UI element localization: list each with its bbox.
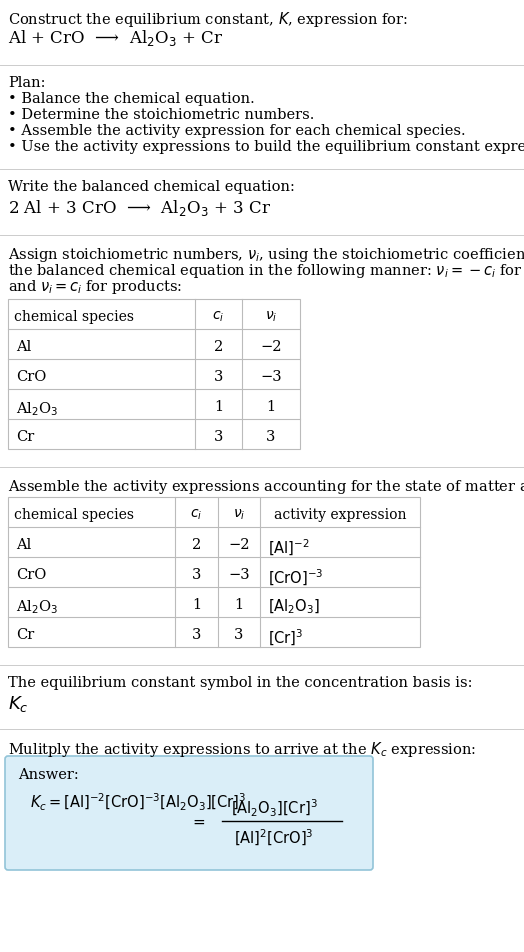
Text: 2: 2 — [192, 538, 201, 551]
Text: Construct the equilibrium constant, $K$, expression for:: Construct the equilibrium constant, $K$,… — [8, 10, 408, 29]
Text: 1: 1 — [214, 400, 223, 413]
Text: $=$: $=$ — [190, 814, 206, 828]
Text: $K_c = [\mathrm{Al}]^{-2}[\mathrm{CrO}]^{-3}[\mathrm{Al_2O_3}][\mathrm{Cr}]^3$: $K_c = [\mathrm{Al}]^{-2}[\mathrm{CrO}]^… — [30, 791, 246, 812]
Text: • Use the activity expressions to build the equilibrium constant expression.: • Use the activity expressions to build … — [8, 140, 524, 154]
Text: Al$_2$O$_3$: Al$_2$O$_3$ — [16, 400, 58, 417]
Text: Al: Al — [16, 340, 31, 353]
Text: Cr: Cr — [16, 627, 34, 642]
Text: $c_i$: $c_i$ — [190, 507, 203, 522]
Text: $[\mathrm{Al}]^{-2}$: $[\mathrm{Al}]^{-2}$ — [268, 538, 310, 558]
Text: 2: 2 — [214, 340, 223, 353]
Text: 1: 1 — [266, 400, 276, 413]
Text: $\nu_i$: $\nu_i$ — [233, 507, 245, 522]
Text: $[\mathrm{CrO}]^{-3}$: $[\mathrm{CrO}]^{-3}$ — [268, 567, 323, 587]
Text: −2: −2 — [260, 340, 282, 353]
Text: • Assemble the activity expression for each chemical species.: • Assemble the activity expression for e… — [8, 124, 466, 138]
Text: 3: 3 — [234, 627, 244, 642]
Text: Al: Al — [16, 538, 31, 551]
Text: Assign stoichiometric numbers, $\nu_i$, using the stoichiometric coefficients, $: Assign stoichiometric numbers, $\nu_i$, … — [8, 246, 524, 264]
Bar — [8, 300, 300, 449]
Text: The equilibrium constant symbol in the concentration basis is:: The equilibrium constant symbol in the c… — [8, 675, 473, 689]
Text: 3: 3 — [192, 627, 201, 642]
Text: $\nu_i$: $\nu_i$ — [265, 309, 277, 324]
Text: Plan:: Plan: — [8, 76, 46, 89]
Text: −3: −3 — [260, 369, 282, 384]
Text: the balanced chemical equation in the following manner: $\nu_i = -c_i$ for react: the balanced chemical equation in the fo… — [8, 262, 524, 280]
Bar — [8, 498, 420, 647]
Text: 3: 3 — [266, 429, 276, 444]
Text: −3: −3 — [228, 567, 250, 582]
Text: CrO: CrO — [16, 567, 47, 582]
Text: • Balance the chemical equation.: • Balance the chemical equation. — [8, 92, 255, 106]
Text: 3: 3 — [214, 429, 223, 444]
Text: Answer:: Answer: — [18, 767, 79, 782]
Text: • Determine the stoichiometric numbers.: • Determine the stoichiometric numbers. — [8, 108, 314, 122]
Text: $[\mathrm{Cr}]^3$: $[\mathrm{Cr}]^3$ — [268, 627, 303, 647]
Text: CrO: CrO — [16, 369, 47, 384]
Text: $c_i$: $c_i$ — [212, 309, 225, 324]
Text: Al + CrO  ⟶  Al$_2$O$_3$ + Cr: Al + CrO ⟶ Al$_2$O$_3$ + Cr — [8, 28, 223, 48]
Text: 3: 3 — [214, 369, 223, 384]
Text: Write the balanced chemical equation:: Write the balanced chemical equation: — [8, 180, 295, 194]
Text: 3: 3 — [192, 567, 201, 582]
Text: $K_c$: $K_c$ — [8, 693, 29, 713]
Text: Assemble the activity expressions accounting for the state of matter and $\nu_i$: Assemble the activity expressions accoun… — [8, 478, 524, 495]
Text: and $\nu_i = c_i$ for products:: and $\nu_i = c_i$ for products: — [8, 278, 182, 296]
Text: $[\mathrm{Al_2O_3}]$: $[\mathrm{Al_2O_3}]$ — [268, 597, 320, 616]
Text: chemical species: chemical species — [14, 507, 134, 522]
Text: Mulitply the activity expressions to arrive at the $K_c$ expression:: Mulitply the activity expressions to arr… — [8, 739, 476, 758]
Text: −2: −2 — [228, 538, 250, 551]
Text: 1: 1 — [192, 597, 201, 611]
Text: activity expression: activity expression — [274, 507, 406, 522]
Text: $[\mathrm{Al_2O_3}][\mathrm{Cr}]^3$: $[\mathrm{Al_2O_3}][\mathrm{Cr}]^3$ — [231, 797, 318, 818]
Text: 2 Al + 3 CrO  ⟶  Al$_2$O$_3$ + 3 Cr: 2 Al + 3 CrO ⟶ Al$_2$O$_3$ + 3 Cr — [8, 198, 271, 218]
FancyBboxPatch shape — [5, 756, 373, 870]
Text: Cr: Cr — [16, 429, 34, 444]
Text: 1: 1 — [234, 597, 244, 611]
Text: Al$_2$O$_3$: Al$_2$O$_3$ — [16, 597, 58, 615]
Text: chemical species: chemical species — [14, 309, 134, 324]
Text: $[\mathrm{Al}]^2[\mathrm{CrO}]^3$: $[\mathrm{Al}]^2[\mathrm{CrO}]^3$ — [234, 827, 314, 847]
